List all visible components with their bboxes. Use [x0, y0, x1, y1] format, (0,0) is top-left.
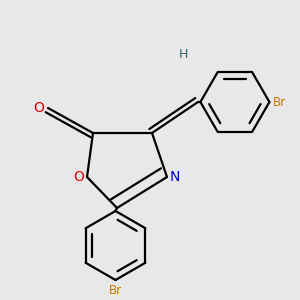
- Text: Br: Br: [109, 284, 122, 297]
- Text: H: H: [178, 48, 188, 61]
- Text: Br: Br: [272, 95, 286, 109]
- Text: N: N: [170, 170, 180, 184]
- Text: O: O: [73, 170, 84, 184]
- Text: O: O: [34, 101, 44, 115]
